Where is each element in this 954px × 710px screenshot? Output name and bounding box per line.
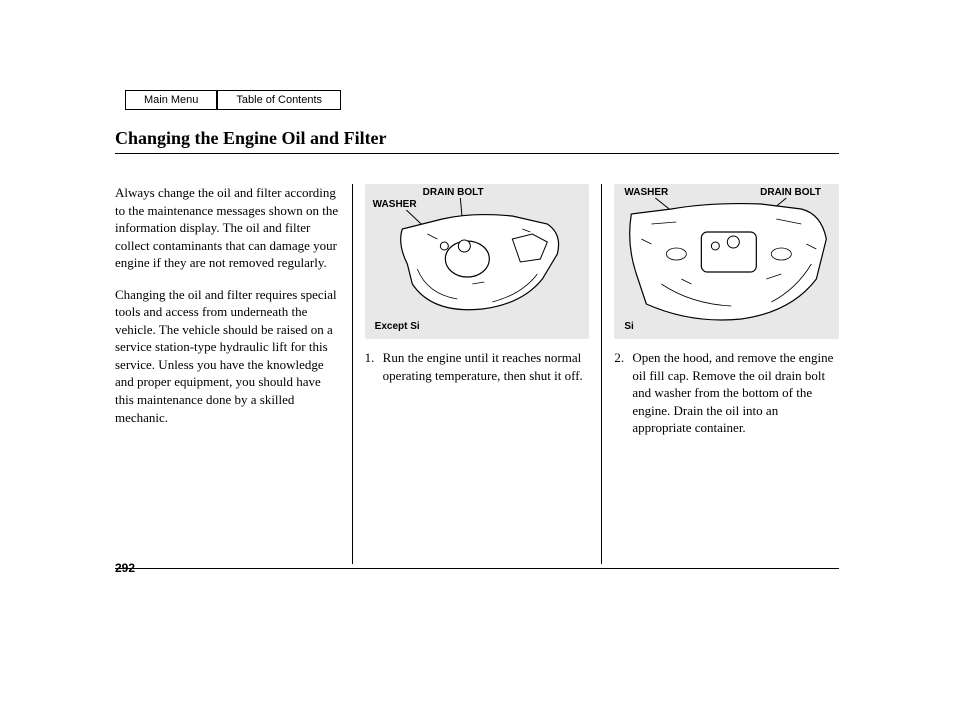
diagram-except-si: WASHER DRAIN BOLT Except Si — [365, 184, 590, 339]
diagram-si: WASHER DRAIN BOLT Si — [614, 184, 839, 339]
step-1-number: 1. — [365, 349, 383, 384]
page-number: 292 — [115, 561, 135, 575]
nav-bar: Main Menu Table of Contents — [125, 90, 839, 110]
step-1: 1. Run the engine until it reaches norma… — [365, 349, 590, 384]
content-columns: Always change the oil and filter accordi… — [115, 184, 839, 564]
title-rule — [115, 153, 839, 154]
engine-diagram-2-icon — [614, 184, 839, 339]
diagram-caption-except-si: Except Si — [375, 320, 420, 334]
toc-button[interactable]: Table of Contents — [217, 90, 341, 110]
step-1-text: Run the engine until it reaches normal o… — [383, 349, 590, 384]
intro-paragraph-1: Always change the oil and filter accordi… — [115, 184, 340, 272]
column-1: Always change the oil and filter accordi… — [115, 184, 353, 564]
step-2-text: Open the hood, and remove the engine oil… — [632, 349, 839, 437]
step-2-number: 2. — [614, 349, 632, 437]
column-2: WASHER DRAIN BOLT Except Si — [353, 184, 603, 564]
column-3: WASHER DRAIN BOLT Si — [602, 184, 839, 564]
intro-paragraph-2: Changing the oil and filter requires spe… — [115, 286, 340, 426]
engine-diagram-1-icon — [365, 184, 590, 339]
manual-page: Main Menu Table of Contents Changing the… — [0, 0, 954, 629]
footer-rule — [115, 568, 839, 569]
main-menu-button[interactable]: Main Menu — [125, 90, 217, 110]
page-title: Changing the Engine Oil and Filter — [115, 128, 839, 149]
diagram-caption-si: Si — [624, 320, 633, 334]
step-2: 2. Open the hood, and remove the engine … — [614, 349, 839, 437]
